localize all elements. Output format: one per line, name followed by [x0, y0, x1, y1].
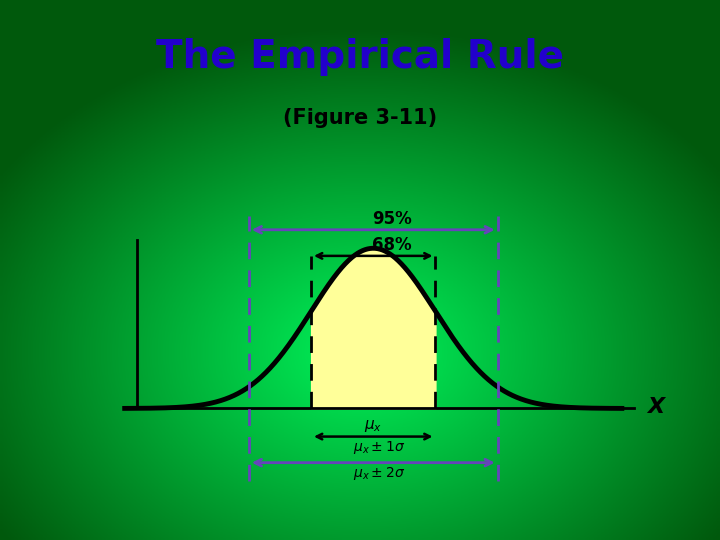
Text: $\mu_x$: $\mu_x$ [364, 418, 382, 435]
Text: $\mu_x \pm 1\sigma$: $\mu_x \pm 1\sigma$ [354, 438, 405, 456]
Text: 95%: 95% [372, 210, 412, 228]
Text: 68%: 68% [372, 236, 412, 254]
Text: The Empirical Rule: The Empirical Rule [156, 38, 564, 76]
Text: (Figure 3-11): (Figure 3-11) [283, 108, 437, 128]
Text: X: X [647, 397, 664, 417]
Text: $\mu_x \pm 2\sigma$: $\mu_x \pm 2\sigma$ [354, 465, 405, 482]
